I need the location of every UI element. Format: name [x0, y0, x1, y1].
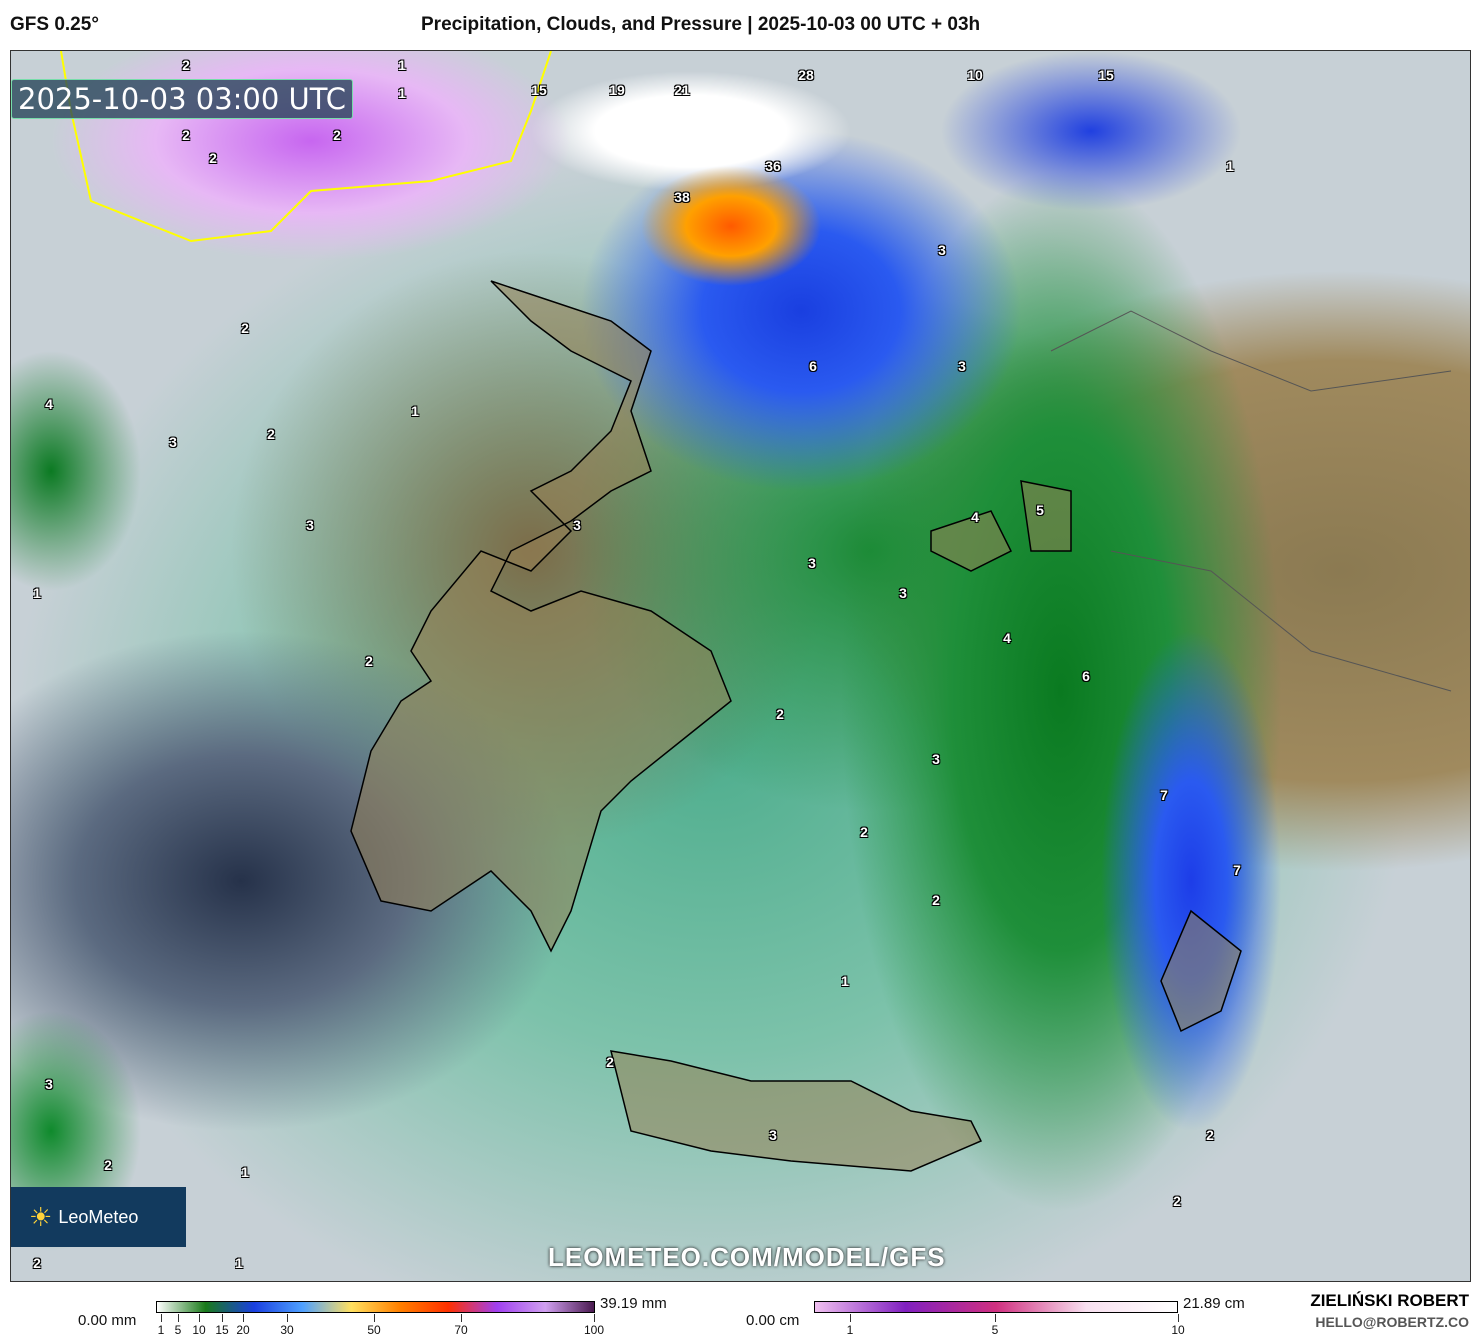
rain-tick-label: 50 [367, 1323, 381, 1337]
pressure-label: 2 [182, 127, 190, 143]
snow-tick [850, 1314, 851, 1322]
pressure-label: 3 [899, 585, 907, 601]
snow-legend-max: 21.89 cm [1183, 1295, 1245, 1312]
pressure-label: 4 [1003, 630, 1011, 646]
pressure-label: 21 [674, 82, 690, 98]
pressure-label: 6 [809, 358, 817, 374]
pressure-label: 1 [33, 585, 41, 601]
rain-tick-label: 20 [236, 1323, 250, 1337]
pressure-label: 3 [938, 242, 946, 258]
pressure-label: 3 [169, 434, 177, 450]
rain-tick [178, 1314, 179, 1322]
snow-tick-label: 10 [1171, 1323, 1185, 1337]
pressure-label: 15 [1098, 67, 1114, 83]
rain-tick-label: 10 [192, 1323, 206, 1337]
pressure-label: 10 [967, 67, 983, 83]
pressure-label: 38 [674, 189, 690, 205]
pressure-label: 1 [398, 85, 406, 101]
pressure-label: 3 [769, 1127, 777, 1143]
pressure-label: 2 [860, 824, 868, 840]
pressure-label: 4 [45, 396, 53, 412]
pressure-label: 1 [398, 57, 406, 73]
pressure-label: 7 [1233, 862, 1241, 878]
rain-tick [287, 1314, 288, 1322]
snow-colorbar [814, 1301, 1178, 1313]
rain-tick-label: 30 [280, 1323, 294, 1337]
model-name: GFS 0.25° [10, 14, 99, 35]
pressure-label: 2 [182, 57, 190, 73]
pressure-label: 2 [606, 1054, 614, 1070]
snow-tick [1178, 1314, 1179, 1322]
pressure-label: 2 [33, 1255, 41, 1271]
pressure-label: 2 [241, 320, 249, 336]
pressure-label: 2 [1206, 1127, 1214, 1143]
rain-tick-label: 15 [215, 1323, 229, 1337]
pressure-label: 3 [306, 517, 314, 533]
rain-tick-label: 5 [174, 1323, 182, 1337]
source-url[interactable]: LEOMETEO.COM/MODEL/GFS [548, 1242, 946, 1272]
pressure-label: 1 [411, 403, 419, 419]
pressure-label: 1 [235, 1255, 243, 1271]
pressure-label: 2 [1173, 1193, 1181, 1209]
pressure-label: 3 [808, 555, 816, 571]
timestamp-overlay: 2025-10-03 03:00 UTC [11, 79, 354, 119]
rain-legend-min: 0.00 mm [78, 1312, 137, 1329]
rain-legend-max: 39.19 mm [600, 1295, 667, 1312]
pressure-label: 15 [531, 82, 547, 98]
pressure-label: 1 [1226, 158, 1234, 174]
pressure-label: 19 [609, 82, 625, 98]
rain-tick [161, 1314, 162, 1322]
pressure-label: 3 [45, 1076, 53, 1092]
pressure-label: 6 [1082, 668, 1090, 684]
rain-tick [199, 1314, 200, 1322]
rain-tick [461, 1314, 462, 1322]
pressure-label: 28 [798, 67, 814, 83]
snow-tick [995, 1314, 996, 1322]
author-email[interactable]: HELLO@ROBERTZ.CO [1315, 1314, 1469, 1330]
pressure-label: 2 [209, 150, 217, 166]
sun-icon: ☀ [29, 1201, 53, 1232]
leometeo-logo[interactable]: ☀ LeoMeteo [11, 1187, 186, 1247]
pressure-label: 2 [932, 892, 940, 908]
pressure-label: 7 [1160, 787, 1168, 803]
rain-tick [594, 1314, 595, 1322]
snow-legend-min: 0.00 cm [746, 1312, 800, 1329]
pressure-label: 2 [267, 426, 275, 442]
snow-tick-label: 1 [846, 1323, 854, 1337]
map-title: Precipitation, Clouds, and Pressure | 20… [421, 14, 981, 35]
logo-text: LeoMeteo [58, 1206, 139, 1227]
pressure-label: 2 [365, 653, 373, 669]
author-name: ZIELIŃSKI ROBERT [1310, 1291, 1469, 1310]
pressure-label: 2 [333, 127, 341, 143]
rain-tick-label: 70 [454, 1323, 468, 1337]
rain-tick [374, 1314, 375, 1322]
pressure-label: 1 [241, 1164, 249, 1180]
rain-tick [243, 1314, 244, 1322]
rain-tick-label: 100 [583, 1323, 605, 1337]
pressure-label: 3 [573, 517, 581, 533]
pressure-label: 4 [971, 509, 979, 525]
snow-tick-label: 5 [991, 1323, 999, 1337]
pressure-label: 1 [841, 973, 849, 989]
rain-colorbar [156, 1301, 595, 1313]
pressure-label: 5 [1036, 502, 1044, 518]
pressure-label: 2 [104, 1157, 112, 1173]
pressure-label: 36 [765, 158, 781, 174]
pressure-label: 3 [932, 751, 940, 767]
rain-tick [222, 1314, 223, 1322]
coastlines [60, 51, 1452, 1172]
rain-tick-label: 1 [157, 1323, 165, 1337]
pressure-label: 2 [776, 706, 784, 722]
weather-map[interactable]: 2 2 1 1 15 19 21 28 10 15 2 2 36 38 1 3 2 6 3 4 1 2 3 4 5 3 3 3 3 1 4 2… [10, 50, 1471, 1282]
pressure-label: 3 [958, 358, 966, 374]
